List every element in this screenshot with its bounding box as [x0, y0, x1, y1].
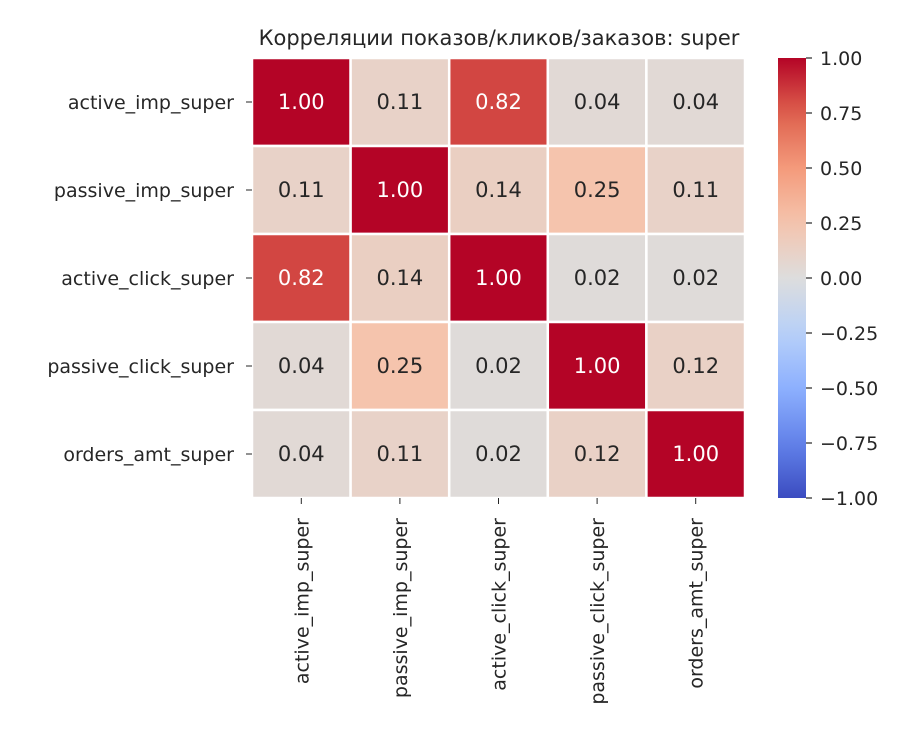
- heatmap-cell: [645, 320, 747, 412]
- heatmap-cell: [645, 144, 747, 236]
- colorbar-tick-label: 1.00: [820, 48, 862, 70]
- column-label: active_imp_super: [291, 518, 313, 684]
- cell-value-label: 0.11: [377, 442, 424, 466]
- heatmap-cell: [447, 408, 550, 500]
- cell-value-label: 1.00: [278, 90, 325, 114]
- cell-value-label: 0.02: [574, 266, 621, 290]
- column-label: active_click_super: [489, 518, 511, 691]
- heatmap-cell: [546, 320, 648, 412]
- cell-value-label: 0.82: [475, 90, 522, 114]
- row-label: orders_amt_super: [63, 444, 234, 466]
- colorbar-tick-label: 0.25: [820, 213, 862, 235]
- cell-value-label: 1.00: [377, 178, 424, 202]
- row-label: active_click_super: [61, 268, 234, 290]
- cell-value-label: 0.12: [672, 354, 719, 378]
- heatmap-cell: [349, 320, 451, 412]
- column-label: orders_amt_super: [686, 518, 708, 689]
- cell-value-label: 1.00: [475, 266, 522, 290]
- cell-value-label: 0.11: [672, 178, 719, 202]
- cell-value-label: 0.82: [278, 266, 325, 290]
- cell-value-label: 0.04: [278, 354, 325, 378]
- heatmap-cell: [447, 144, 550, 236]
- cell-value-label: 0.02: [672, 266, 719, 290]
- colorbar-tick-label: −0.75: [820, 433, 878, 455]
- cell-value-label: 0.11: [278, 178, 325, 202]
- colorbar-tick-label: 0.00: [820, 268, 862, 290]
- cell-value-label: 1.00: [574, 354, 621, 378]
- row-label: passive_imp_super: [54, 180, 234, 202]
- heatmap-cell: [546, 232, 648, 324]
- heatmap-cell: [349, 232, 451, 324]
- colorbar-tick-label: 0.50: [820, 158, 862, 180]
- cell-value-label: 0.11: [377, 90, 424, 114]
- cell-value-label: 0.25: [574, 178, 621, 202]
- colorbar-tick-label: −1.00: [820, 488, 878, 510]
- heatmap-cell: [349, 56, 451, 148]
- colorbar: 1.00 0.75 0.50 0.25 0.00 −0.25 −0.50 −0.75 −1.00: [778, 48, 878, 510]
- row-label: active_imp_super: [68, 92, 234, 114]
- cell-value-label: 0.04: [672, 90, 719, 114]
- colorbar-gradient: [778, 58, 806, 498]
- heatmap-cell: [349, 408, 451, 500]
- row-labels: active_imp_super passive_imp_super active_…: [47, 92, 252, 466]
- column-label: passive_imp_super: [390, 518, 412, 698]
- row-label: passive_click_super: [47, 356, 234, 378]
- cell-value-label: 0.14: [377, 266, 424, 290]
- heatmap-cell: [250, 408, 352, 500]
- colorbar-tick-label: 0.75: [820, 103, 862, 125]
- chart-title: Корреляции показов/кликов/заказов: super: [259, 26, 740, 50]
- heatmap-cell: [447, 320, 550, 412]
- heatmap-cells: 1.00 0.11 0.82 0.04 0.04 0.11 1.00 0.14 0.25 0.11…: [250, 56, 747, 500]
- colorbar-tick-label: −0.25: [820, 323, 878, 345]
- cell-value-label: 0.04: [574, 90, 621, 114]
- column-label: passive_click_super: [587, 518, 609, 705]
- cell-value-label: 0.02: [475, 442, 522, 466]
- cell-value-label: 0.02: [475, 354, 522, 378]
- cell-value-label: 1.00: [672, 442, 719, 466]
- cell-value-label: 0.25: [377, 354, 424, 378]
- cell-value-label: 0.14: [475, 178, 522, 202]
- cell-value-label: 0.04: [278, 442, 325, 466]
- colorbar-tick-label: −0.50: [820, 378, 878, 400]
- column-labels: active_imp_super passive_imp_super active_…: [291, 498, 708, 705]
- cell-value-label: 0.12: [574, 442, 621, 466]
